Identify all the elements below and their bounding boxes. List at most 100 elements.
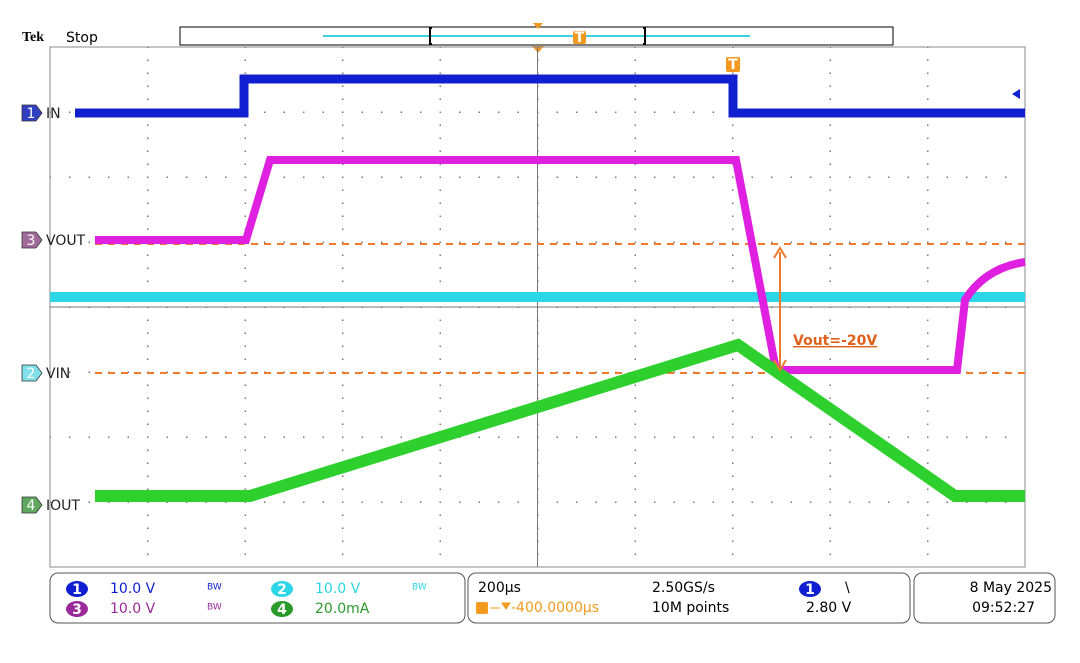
grid-dot [790, 241, 792, 243]
grid-dot [498, 501, 500, 503]
bandwidth-limit: BW [207, 603, 222, 613]
grid-dot [829, 488, 831, 490]
grid-dot [498, 176, 500, 178]
grid-dot [732, 280, 734, 282]
grid-dot [829, 553, 831, 555]
grid-dot [634, 98, 636, 100]
grid-dot [556, 176, 558, 178]
grid-dot [712, 371, 714, 373]
grid-dot [927, 124, 929, 126]
grid-dot [147, 267, 149, 269]
channel-label: VOUT [46, 233, 86, 249]
grid-dot [966, 241, 968, 243]
record-length: 10M points [652, 600, 729, 616]
grid-dot [244, 332, 246, 334]
bandwidth-limit: BW [207, 583, 222, 593]
grid-dot [634, 332, 636, 334]
grid-dot [69, 501, 71, 503]
grid-dot [342, 280, 344, 282]
grid-dot [361, 241, 363, 243]
grid-dot [732, 150, 734, 152]
grid-dot [478, 371, 480, 373]
grid-dot [147, 358, 149, 360]
grid-dot [732, 228, 734, 230]
grid-dot [244, 72, 246, 74]
grid-dot [244, 410, 246, 412]
trigger-position: T [728, 57, 738, 73]
grid-dot [147, 72, 149, 74]
grid-dot [732, 397, 734, 399]
grid-dot [147, 384, 149, 386]
grid-dot [147, 280, 149, 282]
grid-dot [439, 98, 441, 100]
grid-dot [634, 514, 636, 516]
grid-dot [732, 189, 734, 191]
grid-dot [771, 241, 773, 243]
grid-dot [595, 176, 597, 178]
grid-dot [927, 202, 929, 204]
grid-dot [829, 59, 831, 61]
grid-dot [634, 462, 636, 464]
grid-dot [342, 85, 344, 87]
grid-dot [478, 436, 480, 438]
grid-dot [654, 501, 656, 503]
trigger-level: 2.80 V [806, 600, 852, 616]
grid-dot [927, 267, 929, 269]
grid-dot [244, 501, 246, 503]
grid-dot [342, 124, 344, 126]
grid-dot [420, 241, 422, 243]
grid-dot [829, 332, 831, 334]
grid-dot [966, 436, 968, 438]
grid-dot [985, 371, 987, 373]
grid-dot [634, 501, 636, 503]
grid-dot [829, 514, 831, 516]
grid-dot [88, 436, 90, 438]
grid-dot [517, 501, 519, 503]
vertical-panel [49, 572, 466, 624]
grid-dot [205, 176, 207, 178]
grid-dot [88, 176, 90, 178]
grid-dot [634, 410, 636, 412]
grid-dot [439, 163, 441, 165]
grid-dot [927, 501, 929, 503]
grid-dot [829, 137, 831, 139]
grid-dot [439, 397, 441, 399]
grid-dot [439, 475, 441, 477]
grid-dot [810, 436, 812, 438]
grid-dot [732, 176, 734, 178]
waveform-ch1 [75, 74, 1025, 118]
grid-dot [147, 436, 149, 438]
grid-dot [927, 449, 929, 451]
grid-dot [498, 111, 500, 113]
grid-dot [732, 488, 734, 490]
grid-dot [849, 501, 851, 503]
grid-dot [147, 527, 149, 529]
grid-dot [439, 59, 441, 61]
grid-dot [829, 319, 831, 321]
grid-dot [244, 345, 246, 347]
grid-dot [342, 423, 344, 425]
grid-dot [829, 189, 831, 191]
channel-number: 2 [27, 366, 36, 382]
grid-dot [927, 137, 929, 139]
grid-dot [751, 436, 753, 438]
grid-dot [927, 345, 929, 347]
trigger-level-arrow [1012, 89, 1020, 99]
grid-dot [439, 384, 441, 386]
grid-dot [322, 111, 324, 113]
grid-dot [147, 332, 149, 334]
grid-dot [712, 176, 714, 178]
grid-dot [732, 241, 734, 243]
grid-dot [927, 85, 929, 87]
grid-dot [829, 202, 831, 204]
grid-dot [88, 501, 90, 503]
grid-dot [732, 215, 734, 217]
grid-dot [225, 176, 227, 178]
bandwidth-limit: BW [412, 583, 427, 593]
grid-dot [712, 436, 714, 438]
grid-dot [634, 423, 636, 425]
grid-dot [264, 436, 266, 438]
grid-dot [634, 189, 636, 191]
grid-dot [147, 449, 149, 451]
grid-dot [634, 124, 636, 126]
